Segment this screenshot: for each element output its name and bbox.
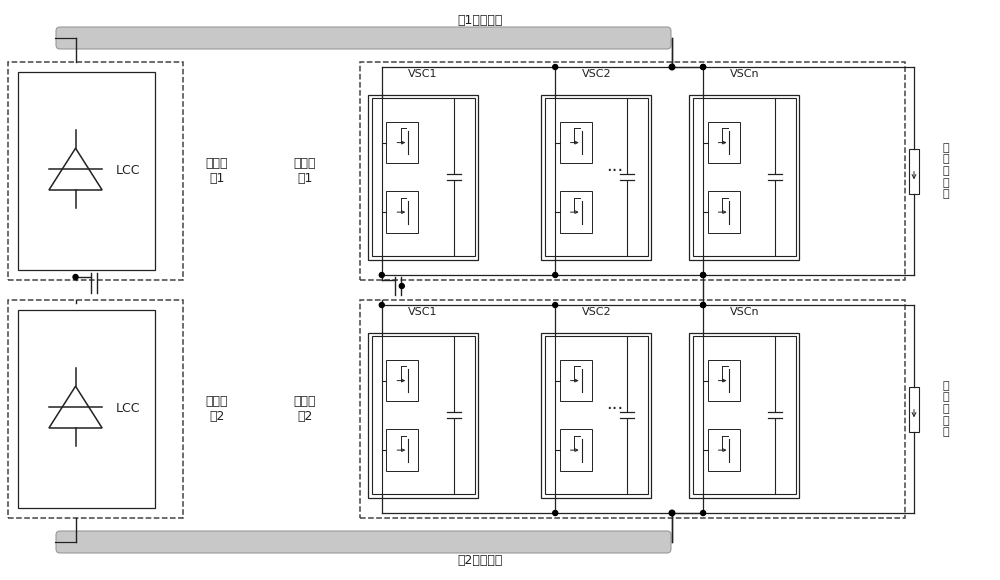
Bar bbox=[8, 300, 183, 518]
Text: 并
联
避
雷
器: 并 联 避 雷 器 bbox=[943, 143, 949, 199]
Text: VSCn: VSCn bbox=[729, 69, 759, 79]
Circle shape bbox=[553, 273, 558, 277]
Bar bbox=[909, 148, 919, 194]
Circle shape bbox=[701, 510, 706, 516]
Bar bbox=[368, 95, 478, 260]
Bar bbox=[693, 99, 796, 256]
Bar bbox=[693, 336, 796, 494]
Circle shape bbox=[553, 303, 558, 307]
Bar bbox=[386, 429, 418, 471]
Bar bbox=[18, 310, 155, 508]
Text: 极2直流线路: 极2直流线路 bbox=[457, 553, 503, 567]
Text: 逆变站
极2: 逆变站 极2 bbox=[294, 395, 316, 423]
Circle shape bbox=[701, 273, 706, 277]
Circle shape bbox=[701, 64, 706, 70]
Bar bbox=[386, 191, 418, 233]
Bar bbox=[360, 300, 905, 518]
Bar bbox=[360, 62, 905, 280]
Bar bbox=[909, 386, 919, 432]
Circle shape bbox=[701, 273, 706, 277]
Text: 并
联
避
雷
器: 并 联 避 雷 器 bbox=[943, 381, 949, 437]
Text: 逆变站
极1: 逆变站 极1 bbox=[294, 157, 316, 185]
Bar bbox=[8, 62, 183, 280]
Bar bbox=[541, 333, 651, 498]
Bar bbox=[708, 360, 740, 401]
Text: VSCn: VSCn bbox=[729, 307, 759, 317]
Text: ···: ··· bbox=[606, 400, 624, 418]
Circle shape bbox=[379, 303, 384, 307]
Text: LCC: LCC bbox=[115, 165, 140, 177]
Circle shape bbox=[701, 64, 706, 70]
Bar bbox=[560, 429, 592, 471]
Bar bbox=[560, 122, 592, 164]
Bar bbox=[545, 336, 648, 494]
Bar bbox=[689, 333, 799, 498]
Bar bbox=[372, 336, 475, 494]
Bar bbox=[386, 360, 418, 401]
Text: 极1直流线路: 极1直流线路 bbox=[457, 13, 503, 27]
Bar bbox=[708, 122, 740, 164]
Bar bbox=[545, 99, 648, 256]
Bar bbox=[368, 333, 478, 498]
Circle shape bbox=[553, 64, 558, 70]
Circle shape bbox=[701, 303, 706, 307]
Text: LCC: LCC bbox=[115, 403, 140, 415]
Text: VSC2: VSC2 bbox=[582, 307, 611, 317]
Circle shape bbox=[669, 64, 675, 70]
Bar bbox=[708, 191, 740, 233]
Circle shape bbox=[553, 510, 558, 516]
Text: 整流站
极2: 整流站 极2 bbox=[206, 395, 228, 423]
Text: VSC1: VSC1 bbox=[408, 69, 438, 79]
Bar bbox=[689, 95, 799, 260]
Bar bbox=[708, 429, 740, 471]
Circle shape bbox=[669, 510, 675, 516]
Bar bbox=[386, 122, 418, 164]
Circle shape bbox=[73, 274, 78, 280]
Bar bbox=[18, 72, 155, 270]
Bar bbox=[560, 360, 592, 401]
Text: VSC2: VSC2 bbox=[582, 69, 611, 79]
Circle shape bbox=[399, 284, 404, 288]
FancyBboxPatch shape bbox=[56, 27, 671, 49]
FancyBboxPatch shape bbox=[56, 531, 671, 553]
Text: ···: ··· bbox=[606, 162, 624, 180]
Bar bbox=[372, 99, 475, 256]
Circle shape bbox=[701, 303, 706, 307]
Circle shape bbox=[379, 273, 384, 277]
Bar bbox=[560, 191, 592, 233]
Bar bbox=[541, 95, 651, 260]
Text: 整流站
极1: 整流站 极1 bbox=[206, 157, 228, 185]
Text: VSC1: VSC1 bbox=[408, 307, 438, 317]
